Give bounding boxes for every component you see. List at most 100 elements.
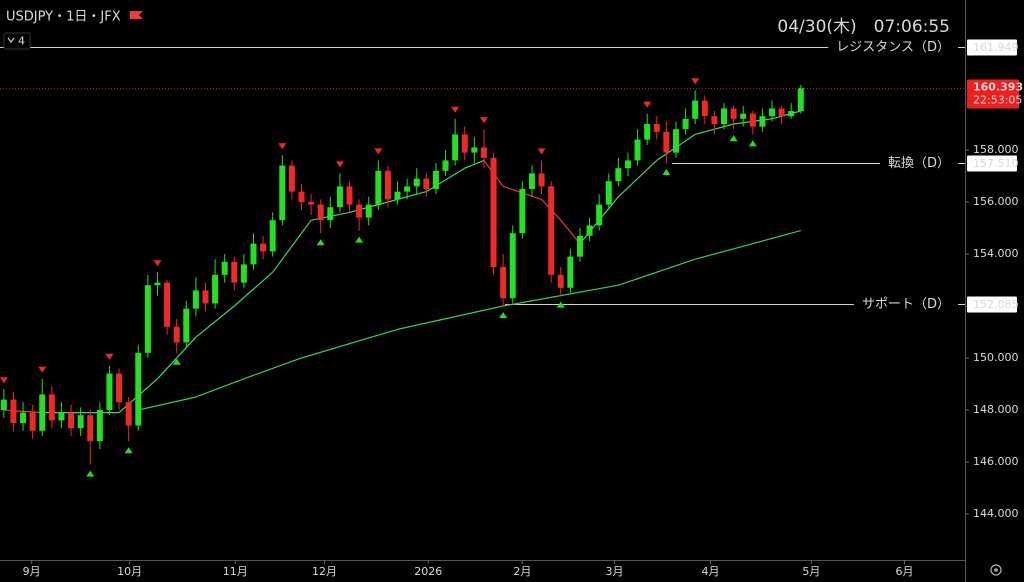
candle-body — [212, 274, 219, 304]
candle-body — [231, 261, 238, 283]
candle-body — [384, 170, 391, 200]
gear-outer[interactable] — [990, 564, 1002, 576]
candle-body — [442, 160, 449, 171]
level-price-box — [967, 296, 1017, 313]
moving-average — [560, 219, 581, 244]
moving-average — [195, 305, 235, 338]
candle-body — [730, 108, 737, 119]
candle-body — [288, 165, 295, 192]
pivot-high-marker — [278, 143, 287, 150]
moving-average — [617, 159, 658, 198]
candle-body — [365, 204, 372, 218]
candle-body — [682, 118, 689, 130]
pivot-low-marker — [316, 239, 325, 246]
pivot-high-marker — [451, 106, 460, 113]
pivot-low-marker — [172, 358, 181, 365]
candle-body — [336, 186, 343, 208]
moving-average — [397, 305, 504, 330]
candle-body — [528, 173, 535, 190]
flag-icon[interactable] — [130, 11, 143, 19]
x-tick-label: 4月 — [702, 565, 720, 578]
candle-body — [87, 415, 94, 442]
candle-body — [519, 189, 526, 234]
x-tick-label: 5月 — [802, 565, 820, 578]
candle-body — [413, 178, 420, 187]
candle-body — [749, 113, 756, 127]
candle-body — [221, 261, 228, 275]
x-tick-label: 2月 — [513, 565, 531, 578]
pivot-high-marker — [153, 260, 162, 267]
level-price-box — [967, 155, 1017, 172]
candle-body — [135, 352, 142, 426]
candle-body — [202, 290, 209, 304]
indicator-toggle[interactable] — [3, 32, 31, 50]
candle-body — [39, 394, 46, 431]
moving-average — [301, 328, 398, 359]
candle-body — [759, 116, 766, 127]
candle-body — [164, 282, 171, 327]
candle-body — [567, 256, 574, 288]
candle-body — [144, 285, 151, 353]
candle-body — [317, 204, 324, 221]
candle-body — [356, 204, 363, 218]
pivot-high-marker — [691, 78, 700, 85]
candle-body — [653, 124, 660, 132]
candle-body — [634, 139, 641, 161]
y-tick-label: 146.000 — [973, 455, 1019, 468]
candle-body — [480, 147, 487, 158]
candle-body — [711, 116, 718, 125]
datetime: 04/30(木) 07:06:55 — [777, 17, 950, 37]
moving-average — [560, 284, 619, 297]
x-tick-label: 6月 — [896, 565, 914, 578]
candle-body — [797, 87, 804, 112]
y-tick-label: 144.000 — [973, 507, 1019, 520]
pivot-high-marker — [374, 148, 383, 155]
candle-body — [576, 235, 583, 257]
symbol[interactable]: USDJPY・1日・JFX — [6, 10, 121, 25]
candle-body — [125, 402, 132, 426]
candle-body — [672, 129, 679, 153]
x-tick-label: 11月 — [223, 565, 248, 578]
candle-body — [423, 178, 430, 190]
level-price-label: 161.949 — [973, 41, 1019, 54]
moving-average — [695, 230, 801, 260]
moving-average — [195, 378, 245, 398]
pivot-low-marker — [748, 140, 757, 147]
pivot-high-marker — [335, 161, 344, 168]
candle-body — [173, 326, 180, 343]
candle-body — [308, 202, 315, 205]
pivot-high-marker — [537, 148, 546, 155]
candle-body — [605, 181, 612, 205]
y-tick-label: 150.000 — [973, 351, 1019, 364]
candle-body — [154, 282, 161, 286]
candle-body — [778, 108, 785, 117]
candle-body — [96, 409, 103, 442]
x-tick-label: 10月 — [117, 565, 142, 578]
gear-inner[interactable] — [994, 568, 998, 572]
candle-body — [663, 131, 670, 153]
pivot-low-marker — [556, 301, 565, 308]
current-price-label: 160.393 — [973, 81, 1023, 94]
x-tick-label: 12月 — [312, 565, 337, 578]
pivot-high-marker — [643, 101, 652, 108]
pivot-low-marker — [499, 311, 508, 318]
candle-body — [615, 168, 622, 182]
candle-body — [509, 233, 516, 299]
level-price-label: 152.085 — [973, 298, 1019, 311]
candle-body — [490, 157, 497, 268]
moving-average — [138, 396, 197, 411]
candle-body — [557, 274, 564, 288]
candle-body — [644, 124, 651, 140]
candle-body — [461, 134, 468, 153]
candle-body — [327, 207, 334, 221]
current-price-box — [967, 79, 1019, 109]
candle-body — [692, 100, 699, 119]
y-tick-label: 154.000 — [973, 247, 1019, 260]
candle-body — [471, 147, 478, 153]
settings-icon[interactable] — [990, 564, 1002, 576]
candle-body — [538, 173, 545, 187]
level-name-bg — [853, 296, 958, 313]
candle-body — [298, 191, 305, 203]
candle-body — [116, 373, 123, 403]
